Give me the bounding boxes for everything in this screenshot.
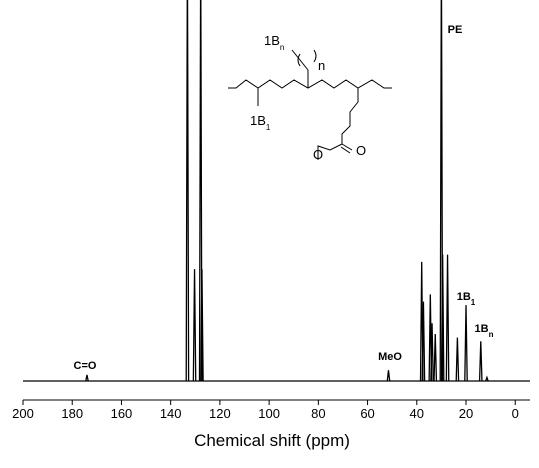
carbonyl [341,143,353,151]
structure-label: 1Bn [264,33,284,52]
x-tick-label: 160 [111,406,133,421]
x-tick-label: 20 [459,406,473,421]
annotation: C=O [74,360,97,372]
annotation: 1B1 [457,291,476,307]
x-tick-label: 120 [209,406,231,421]
label-sub: 1 [266,123,271,132]
peak [185,0,190,382]
peak [440,254,445,382]
x-tick-label: 60 [360,406,374,421]
annotation: PE [448,24,463,36]
peak [439,0,444,382]
x-tick-label: 180 [61,406,83,421]
oxygen: O [313,147,323,162]
side-chain [341,88,359,144]
peak [85,374,89,382]
peaks [85,0,489,382]
peak [192,269,197,382]
peak [455,337,460,382]
peak [478,341,483,382]
peak [386,370,391,382]
peak [445,254,450,382]
bond [291,49,309,71]
annotation-main: C=O [74,360,97,372]
label-main: 1B [264,33,280,48]
carbonyl [340,146,351,154]
peak [433,334,438,382]
peak [198,0,203,382]
backbone [228,79,392,89]
x-tick-label: 200 [12,406,34,421]
label-main: 1B [250,113,266,128]
peak [485,375,489,382]
ester [317,143,343,160]
label-sub: n [280,43,284,52]
peak [464,305,468,382]
annotation-sub: 1 [471,298,476,307]
annotation-sub: n [489,330,494,339]
x-tick-label: 80 [311,406,325,421]
annotation: 1Bn [475,323,494,339]
label-main: n [318,58,325,73]
x-axis-label: Chemical shift (ppm) [194,431,350,450]
x-tick-label: 40 [410,406,424,421]
structure-label: 1B1 [250,113,271,132]
x-tick-label: 100 [258,406,280,421]
oxygen: O [356,143,366,158]
peak [200,269,204,382]
annotation-main: PE [448,24,463,36]
annotation-main: 1B [475,323,489,335]
repeat-bracket [297,49,317,67]
peak [430,323,434,382]
x-tick-label: 140 [160,406,182,421]
annotation-main: 1B [457,291,471,303]
annotation: MeO [378,351,402,363]
x-tick-label: 0 [512,406,519,421]
peak [421,301,426,382]
structure-diagram: O O 1Bn n 1B1 [228,33,392,162]
annotation-main: MeO [378,351,402,363]
structure-label: n [318,58,325,73]
